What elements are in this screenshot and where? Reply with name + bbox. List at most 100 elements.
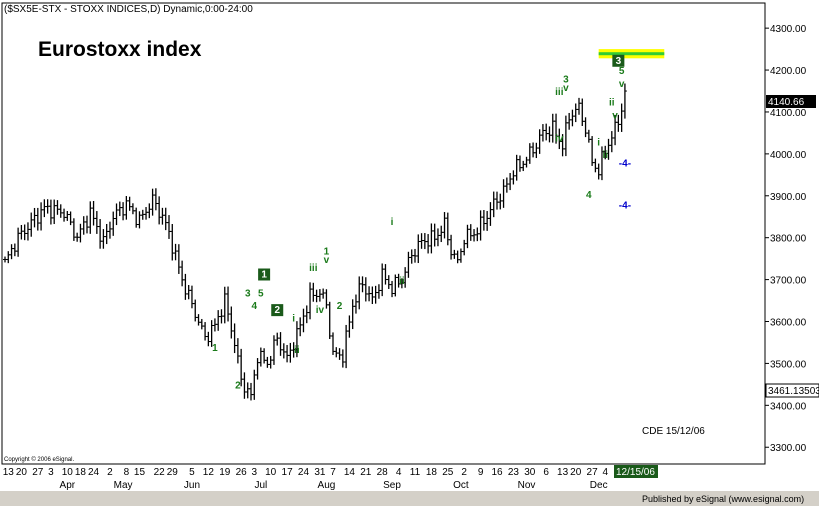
wave-label: v: [619, 79, 625, 90]
month-label: Dec: [590, 480, 608, 491]
x-tick-label: 13: [557, 467, 569, 478]
wave-label: 3: [245, 288, 251, 299]
target-zone: [598, 49, 665, 59]
month-label: Apr: [60, 480, 76, 491]
wave-label: i: [597, 137, 600, 148]
x-tick-label: 10: [265, 467, 277, 478]
x-tick-label: 20: [16, 467, 28, 478]
x-tick-label: 30: [524, 467, 536, 478]
x-tick-label: 21: [360, 467, 372, 478]
wave-label: i: [391, 217, 394, 228]
month-label: Nov: [518, 480, 536, 491]
y-tick-label: 3900.00: [770, 192, 807, 203]
y-tick-label: 4000.00: [770, 150, 807, 161]
x-tick-label: 4: [602, 467, 608, 478]
y-axis: 3300.00 3400.00 3500.00 3600.00 3700.00 3800.…: [765, 24, 807, 454]
chart-header: ($SX5E-STX - STOXX INDICES,D) Dynamic,0:…: [4, 4, 253, 15]
y-tick-label: 3500.00: [770, 359, 807, 370]
x-tick-label: 2: [107, 467, 113, 478]
last-price-box: 4140.66: [766, 95, 816, 108]
x-tick-label: 4: [396, 467, 402, 478]
svg-text:1: 1: [261, 270, 267, 281]
footer-text: Published by eSignal (www.esignal.com): [642, 494, 804, 504]
copyright-text: Copyright © 2006 eSignal.: [4, 456, 74, 463]
wave-label-boxed: 3: [612, 54, 625, 67]
wave-label: ii: [602, 150, 608, 161]
wave-label: 2: [235, 381, 241, 392]
wave-label: 4: [586, 190, 592, 201]
cursor-price-label: 3461.13503: [768, 386, 819, 397]
x-tick-label: 31: [314, 467, 326, 478]
wave-label: 3: [563, 75, 569, 86]
x-tick-label: 15: [134, 467, 146, 478]
svg-text:3: 3: [616, 56, 622, 67]
target-label: -4-: [619, 158, 631, 169]
x-tick-label: 18: [426, 467, 438, 478]
current-date-label: 12/15/06: [616, 467, 655, 478]
last-price-label: 4140.66: [768, 97, 805, 108]
month-label: May: [114, 480, 133, 491]
wave-label: iii: [555, 87, 564, 98]
month-label: Aug: [318, 480, 336, 491]
x-tick-label: 27: [32, 467, 44, 478]
analysis-annotation: CDE 15/12/06: [642, 426, 705, 437]
x-tick-label: 22: [154, 467, 166, 478]
x-tick-label: 3: [251, 467, 257, 478]
cursor-price-box: 3461.13503: [765, 383, 819, 398]
wave-label: iv: [555, 133, 564, 144]
x-tick-label: 27: [587, 467, 599, 478]
x-tick-label: 24: [298, 467, 310, 478]
target-label: -4-: [619, 200, 631, 211]
x-tick-label: 19: [219, 467, 231, 478]
wave-label: v: [612, 110, 618, 121]
target-labels: -4- -4-: [619, 158, 631, 211]
wave-label: ii: [609, 98, 615, 109]
wave-label: iv: [316, 305, 325, 316]
wave-label: iii: [309, 263, 318, 274]
y-tick-label: 3400.00: [770, 401, 807, 412]
x-tick-label: 11: [410, 467, 421, 478]
y-tick-label: 4300.00: [770, 24, 807, 35]
wave-label: ii: [294, 345, 300, 356]
wave-label: 5: [619, 66, 625, 77]
wave-label: i: [292, 314, 295, 325]
footer-bar: [0, 491, 819, 506]
x-tick-label: 13: [3, 467, 15, 478]
x-tick-label: 25: [442, 467, 454, 478]
chart-title: Eurostoxx index: [38, 38, 202, 61]
current-date-box: 12/15/06: [614, 465, 658, 478]
wave-label: 5: [258, 288, 264, 299]
wave-label: v: [324, 255, 330, 266]
wave-label-boxed: 1: [258, 268, 271, 281]
x-tick-label: 6: [543, 467, 549, 478]
wave-label: 2: [337, 301, 343, 312]
y-tick-label: 4200.00: [770, 66, 807, 77]
x-tick-label: 9: [478, 467, 484, 478]
x-axis: 13 20 27 3 10 18 24 2 8 15 22 29 5 12 19 26 3 10 17 24 31 7 14…: [3, 467, 609, 491]
y-tick-label: 4100.00: [770, 108, 807, 119]
wave-label: ii: [399, 276, 405, 287]
x-tick-label: 8: [124, 467, 130, 478]
ohlc-bar: [622, 83, 627, 119]
x-tick-label: 7: [330, 467, 336, 478]
y-tick-label: 3300.00: [770, 443, 807, 454]
x-tick-label: 5: [189, 467, 195, 478]
wave-label: v: [563, 83, 569, 94]
month-label: Jun: [184, 480, 200, 491]
wave-label-boxed: 2: [271, 304, 284, 317]
svg-text:2: 2: [274, 305, 280, 316]
x-tick-label: 26: [236, 467, 248, 478]
x-tick-label: 16: [491, 467, 503, 478]
x-tick-label: 14: [344, 467, 356, 478]
ohlc-bars: [3, 49, 665, 401]
x-tick-label: 28: [377, 467, 389, 478]
x-tick-label: 29: [167, 467, 179, 478]
y-tick-label: 3800.00: [770, 234, 807, 245]
month-label: Sep: [383, 480, 401, 491]
x-tick-label: 2: [461, 467, 467, 478]
x-tick-label: 20: [570, 467, 582, 478]
x-tick-label: 24: [88, 467, 100, 478]
plot-area: [1, 2, 766, 465]
